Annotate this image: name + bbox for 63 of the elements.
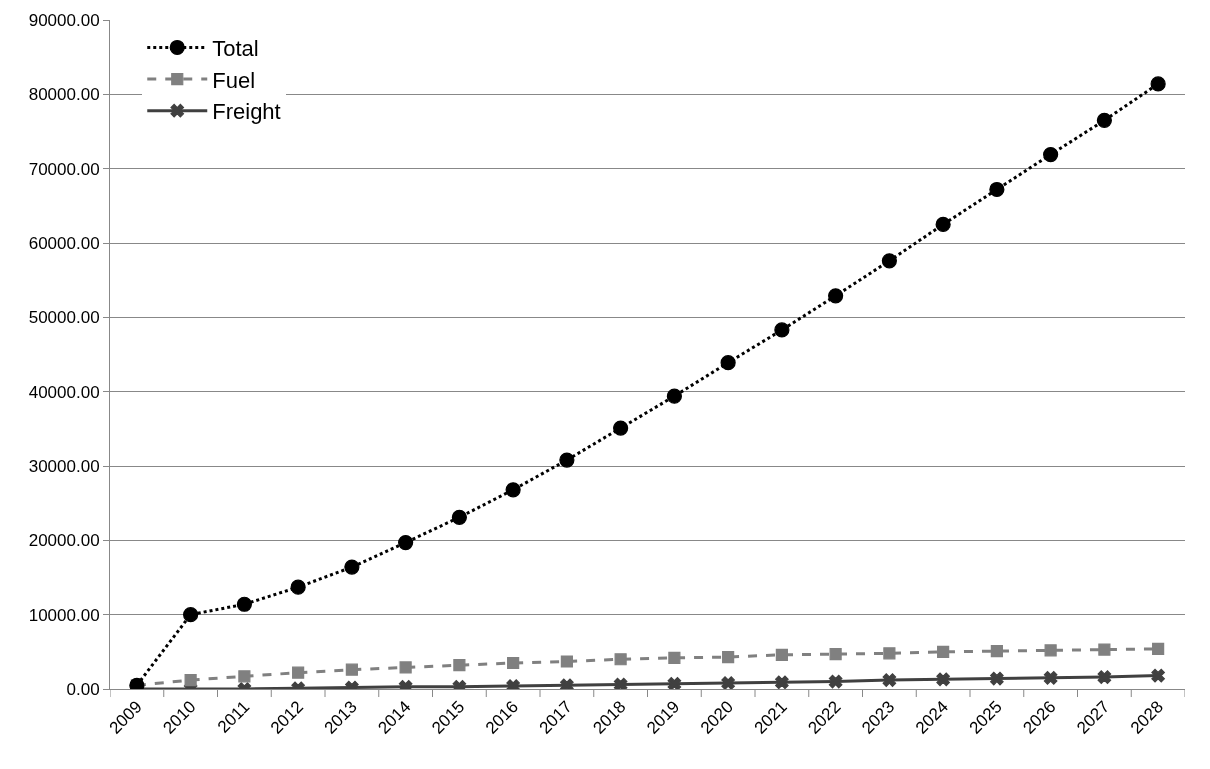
point bbox=[1152, 642, 1165, 655]
point bbox=[881, 253, 897, 269]
point bbox=[505, 482, 521, 498]
legend-label: Fuel bbox=[212, 67, 256, 93]
point bbox=[1043, 671, 1058, 685]
y-tick-label: 50000.00 bbox=[28, 308, 100, 328]
point bbox=[936, 672, 950, 687]
point bbox=[1096, 112, 1112, 128]
point bbox=[937, 645, 950, 658]
y-tick-label: 60000.00 bbox=[28, 233, 100, 253]
point bbox=[722, 650, 735, 664]
point bbox=[1043, 146, 1059, 163]
y-tick-label: 0.00 bbox=[66, 679, 100, 699]
point bbox=[720, 355, 736, 371]
point bbox=[721, 676, 735, 689]
point bbox=[1097, 670, 1112, 684]
y-tick-label: 20000.00 bbox=[28, 531, 100, 551]
point bbox=[774, 322, 790, 338]
point bbox=[883, 647, 896, 660]
y-tick-label: 30000.00 bbox=[28, 456, 100, 476]
y-tick-label: 10000.00 bbox=[28, 605, 100, 625]
point bbox=[613, 677, 628, 689]
point bbox=[990, 671, 1004, 686]
point bbox=[935, 216, 951, 233]
y-tick-label: 70000.00 bbox=[28, 159, 100, 179]
point bbox=[989, 181, 1005, 198]
point bbox=[666, 388, 682, 404]
point bbox=[399, 661, 412, 674]
point bbox=[184, 673, 197, 687]
point bbox=[1098, 643, 1111, 656]
point bbox=[236, 596, 252, 612]
point bbox=[990, 644, 1003, 658]
point bbox=[882, 673, 897, 687]
point bbox=[1151, 668, 1165, 683]
point bbox=[560, 655, 573, 668]
y-tick-label: 90000.00 bbox=[28, 10, 100, 30]
legend-label: Freight bbox=[212, 99, 281, 125]
point bbox=[828, 288, 844, 304]
point bbox=[667, 676, 682, 689]
point bbox=[1150, 76, 1166, 92]
point bbox=[290, 579, 306, 595]
point bbox=[775, 648, 788, 661]
point bbox=[668, 651, 681, 664]
point bbox=[398, 534, 414, 551]
point bbox=[238, 670, 251, 683]
point bbox=[183, 607, 199, 623]
point bbox=[829, 647, 842, 661]
point bbox=[560, 678, 574, 689]
point bbox=[775, 675, 789, 689]
legend-label: Total bbox=[212, 36, 259, 62]
point bbox=[453, 659, 466, 672]
point bbox=[345, 663, 358, 676]
point bbox=[344, 559, 360, 575]
point bbox=[614, 653, 627, 666]
point bbox=[451, 509, 467, 525]
point bbox=[1044, 644, 1057, 657]
point bbox=[828, 674, 843, 689]
point bbox=[292, 666, 305, 679]
point bbox=[613, 420, 629, 436]
point bbox=[507, 656, 520, 670]
point bbox=[559, 452, 575, 468]
y-tick-label: 80000.00 bbox=[28, 85, 100, 105]
y-tick-label: 40000.00 bbox=[28, 382, 100, 402]
